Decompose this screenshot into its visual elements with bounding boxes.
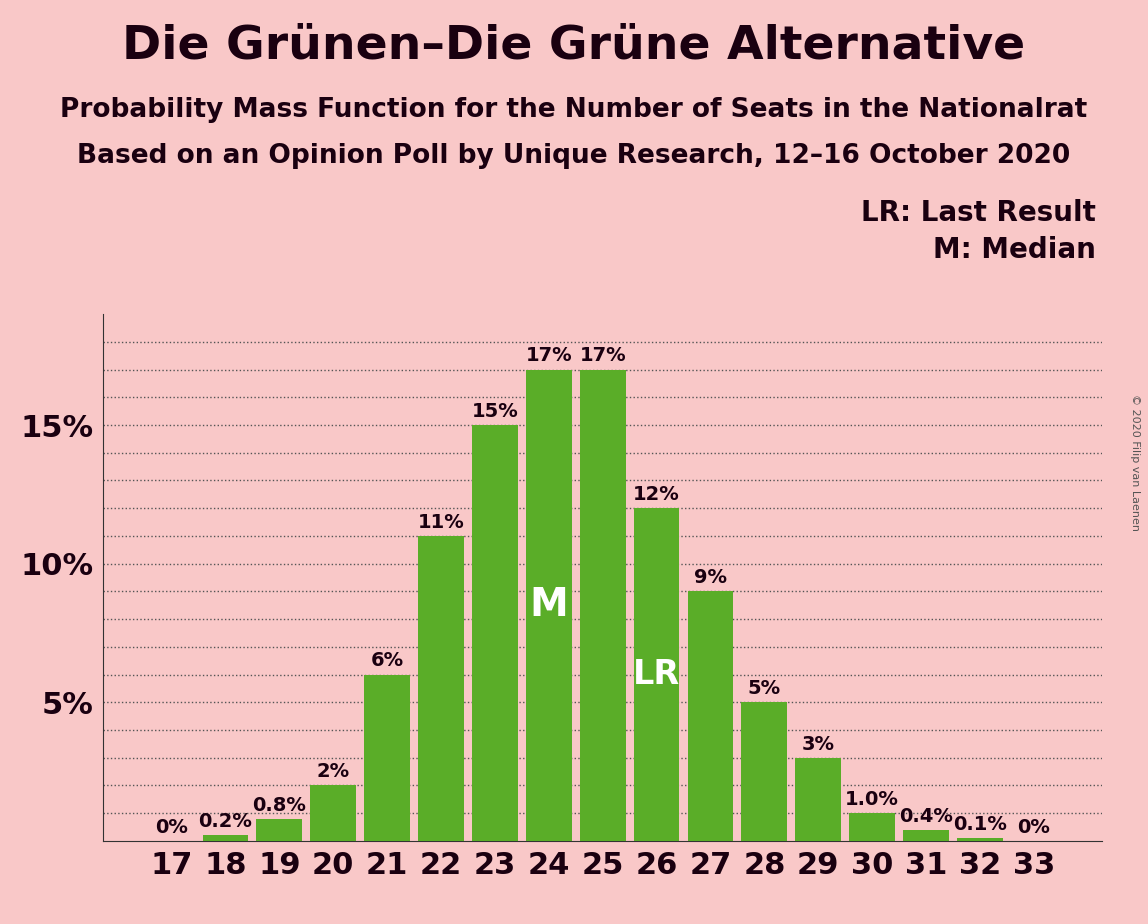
Text: 5%: 5%	[747, 679, 781, 699]
Text: 15%: 15%	[472, 402, 518, 421]
Text: 0.8%: 0.8%	[253, 796, 307, 815]
Bar	[957, 838, 1003, 841]
Bar	[742, 702, 788, 841]
Bar	[256, 819, 302, 841]
Bar	[310, 785, 356, 841]
Text: Based on an Opinion Poll by Unique Research, 12–16 October 2020: Based on an Opinion Poll by Unique Resea…	[77, 143, 1071, 169]
Text: Probability Mass Function for the Number of Seats in the Nationalrat: Probability Mass Function for the Number…	[61, 97, 1087, 123]
Text: LR: Last Result: LR: Last Result	[861, 199, 1096, 226]
Bar	[796, 758, 841, 841]
Text: 1.0%: 1.0%	[845, 790, 899, 809]
Text: 6%: 6%	[371, 651, 404, 671]
Text: 2%: 2%	[317, 762, 350, 782]
Text: © 2020 Filip van Laenen: © 2020 Filip van Laenen	[1130, 394, 1140, 530]
Text: 0.4%: 0.4%	[899, 807, 953, 826]
Text: 17%: 17%	[526, 346, 572, 366]
Bar	[580, 370, 626, 841]
Text: 3%: 3%	[801, 735, 835, 754]
Bar	[526, 370, 572, 841]
Bar	[418, 536, 464, 841]
Bar	[472, 425, 518, 841]
Text: 0%: 0%	[1017, 818, 1050, 837]
Text: M: Median: M: Median	[933, 236, 1096, 263]
Text: LR: LR	[633, 658, 680, 691]
Text: 0.1%: 0.1%	[953, 815, 1007, 833]
Bar	[850, 813, 895, 841]
Bar	[903, 830, 949, 841]
Bar	[202, 835, 248, 841]
Bar	[688, 591, 734, 841]
Text: 0%: 0%	[155, 818, 188, 837]
Bar	[364, 675, 410, 841]
Text: 12%: 12%	[634, 485, 680, 505]
Text: Die Grünen–Die Grüne Alternative: Die Grünen–Die Grüne Alternative	[123, 23, 1025, 68]
Text: 17%: 17%	[580, 346, 626, 366]
Text: 0.2%: 0.2%	[199, 812, 253, 832]
Text: M: M	[529, 586, 568, 625]
Text: 9%: 9%	[695, 568, 727, 588]
Text: 11%: 11%	[418, 513, 465, 532]
Bar	[634, 508, 680, 841]
